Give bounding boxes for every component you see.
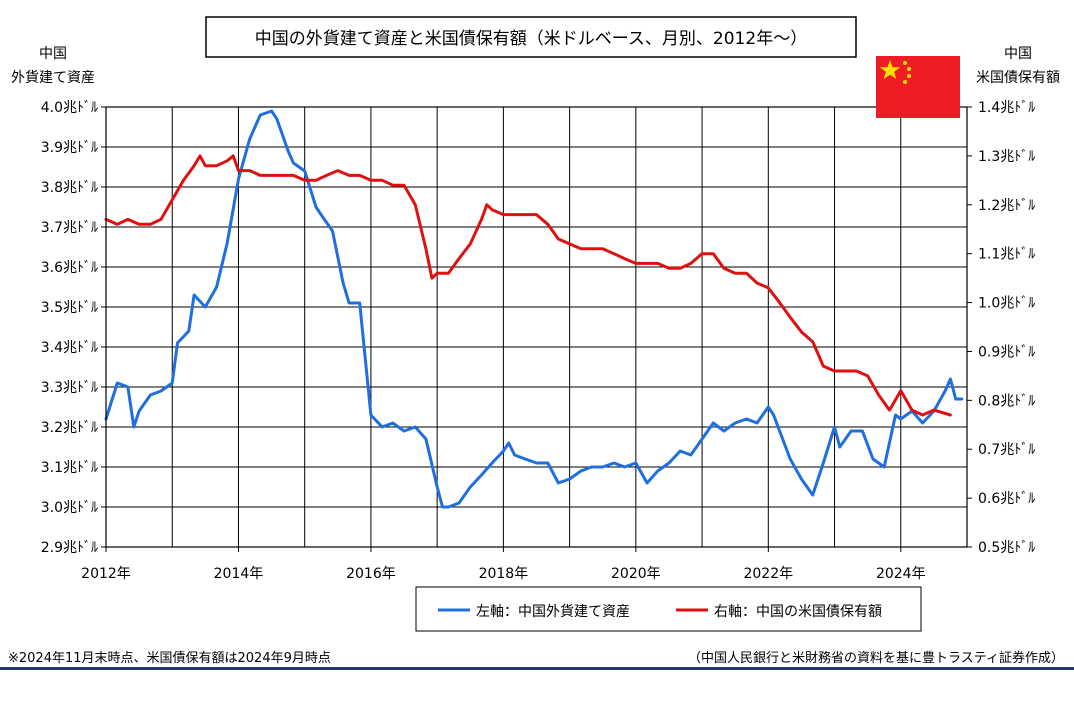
x-tick-label: 2022年 (743, 566, 793, 582)
series-layer (104, 109, 964, 509)
right-tick-label: 1.3兆ﾄﾞﾙ (978, 149, 1035, 165)
right-tick-label: 0.5兆ﾄﾞﾙ (978, 540, 1035, 556)
footnote-right: （中国人民銀行と米財務省の資料を基に豊トラスティ証券作成） (688, 650, 1064, 666)
left-tick-label: 3.7兆ﾄﾞﾙ (41, 220, 98, 236)
right-tick-label: 0.9兆ﾄﾞﾙ (978, 344, 1035, 360)
right-tick-label: 0.8兆ﾄﾞﾙ (978, 393, 1035, 409)
series-line-foreign-assets (104, 109, 964, 509)
right-tick-label: 1.0兆ﾄﾞﾙ (978, 296, 1035, 312)
right-axis-label-2: 米国債保有額 (976, 70, 1060, 86)
legend-label-left: 左軸：中国外貨建て資産 (476, 603, 630, 620)
left-tick-label: 4.0兆ﾄﾞﾙ (41, 100, 98, 116)
chart-title: 中国の外貨建て資産と米国債保有額（米ドルベース、月別、2012年～） (255, 29, 807, 49)
left-tick-label: 3.1兆ﾄﾞﾙ (41, 460, 98, 476)
x-tick-label: 2024年 (876, 566, 926, 582)
left-tick-label: 3.9兆ﾄﾞﾙ (41, 140, 98, 156)
x-tick-label: 2020年 (611, 566, 661, 582)
grid-lines (106, 107, 967, 547)
left-tick-label: 2.9兆ﾄﾞﾙ (41, 540, 98, 556)
left-tick-label: 3.2兆ﾄﾞﾙ (41, 420, 98, 436)
plot-border (105, 106, 968, 548)
chart-title-box (205, 16, 857, 58)
left-tick-label: 3.4兆ﾄﾞﾙ (41, 340, 98, 356)
right-axis-label-1: 中国 (1004, 46, 1032, 62)
x-axis-ticks: 2012年 2014年 2016年 2018年 2020年 2022年 2024年 (81, 547, 926, 582)
legend-label-right: 右軸：中国の米国債保有額 (714, 604, 882, 620)
right-tick-label: 1.1兆ﾄﾞﾙ (978, 247, 1035, 263)
legend: 左軸：中国外貨建て資産 右軸：中国の米国債保有額 (415, 586, 922, 632)
x-tick-label: 2018年 (479, 566, 529, 582)
series-line-us-treasury (104, 154, 952, 417)
china-flag-icon (876, 56, 960, 118)
x-tick-label: 2012年 (81, 566, 131, 582)
left-tick-label: 3.3兆ﾄﾞﾙ (41, 380, 98, 396)
left-axis-ticks: 4.0兆ﾄﾞﾙ 3.9兆ﾄﾞﾙ 3.8兆ﾄﾞﾙ 3.7兆ﾄﾞﾙ 3.6兆ﾄﾞﾙ 3.5兆ﾄ… (41, 100, 106, 556)
left-tick-label: 3.8兆ﾄﾞﾙ (41, 180, 98, 196)
left-tick-label: 3.5兆ﾄﾞﾙ (41, 300, 98, 316)
right-tick-label: 0.6兆ﾄﾞﾙ (978, 491, 1035, 507)
right-tick-label: 1.4兆ﾄﾞﾙ (978, 100, 1035, 116)
plot-frame (105, 106, 968, 548)
footnote-left: ※2024年11月末時点、米国債保有額は2024年9月時点 (8, 651, 331, 666)
right-tick-label: 1.2兆ﾄﾞﾙ (978, 198, 1035, 214)
right-axis-ticks: 1.4兆ﾄﾞﾙ 1.3兆ﾄﾞﾙ 1.2兆ﾄﾞﾙ 1.1兆ﾄﾞﾙ 1.0兆ﾄﾞﾙ 0.9兆ﾄ… (967, 100, 1035, 556)
right-tick-label: 0.7兆ﾄﾞﾙ (978, 442, 1035, 458)
left-axis-label-2: 外貨建て資産 (11, 69, 95, 86)
left-tick-label: 3.0兆ﾄﾞﾙ (41, 500, 98, 516)
x-tick-label: 2014年 (214, 566, 264, 582)
left-tick-label: 3.6兆ﾄﾞﾙ (41, 260, 98, 276)
left-axis-label-1: 中国 (39, 46, 67, 62)
x-tick-label: 2016年 (346, 566, 396, 582)
footer-rule (0, 667, 1074, 670)
